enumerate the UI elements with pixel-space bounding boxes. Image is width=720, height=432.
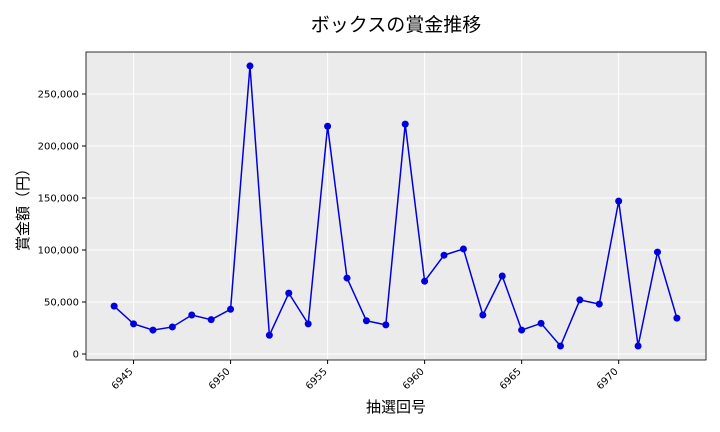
data-point (634, 342, 642, 350)
data-point (168, 323, 176, 331)
data-point (459, 245, 467, 253)
y-tick-label: 200,000 (38, 142, 79, 153)
data-point (110, 302, 118, 310)
data-point (227, 305, 235, 313)
y-tick-label: 100,000 (38, 245, 79, 256)
data-point (304, 320, 312, 328)
y-axis-label: 賞金額（円） (14, 161, 32, 251)
data-point (285, 289, 293, 297)
data-point (556, 342, 564, 350)
data-point (207, 316, 215, 324)
data-point (246, 62, 254, 70)
data-point (324, 122, 332, 130)
chart-title: ボックスの賞金推移 (311, 14, 481, 36)
x-tick-label: 6970 (595, 366, 621, 392)
y-tick-label: 0 (73, 349, 79, 360)
data-point (130, 320, 138, 328)
data-point (595, 300, 603, 308)
x-tick-label: 6960 (401, 366, 427, 392)
y-tick-label: 250,000 (38, 90, 79, 101)
x-tick-label: 6955 (304, 366, 330, 392)
y-tick-label: 50,000 (44, 297, 79, 308)
x-tick-label: 6965 (498, 366, 524, 392)
data-point (343, 274, 351, 282)
data-point (421, 277, 429, 285)
data-point (673, 314, 681, 322)
data-point (653, 248, 661, 256)
data-point (615, 197, 623, 205)
data-point (440, 251, 448, 259)
x-tick-label: 6950 (207, 366, 233, 392)
data-point (265, 331, 273, 339)
data-point (518, 326, 526, 334)
data-point (479, 311, 487, 319)
x-tick-label: 6945 (110, 366, 136, 392)
data-point (576, 296, 584, 304)
y-tick-label: 150,000 (38, 193, 79, 204)
data-point (401, 120, 409, 128)
plot-frame (85, 51, 707, 361)
x-axis-label: 抽選回号 (366, 398, 426, 416)
data-point (537, 319, 545, 327)
data-point (498, 272, 506, 280)
data-point (362, 317, 370, 325)
data-point (188, 311, 196, 319)
data-point (149, 326, 157, 334)
plot-area (86, 52, 706, 360)
data-point (382, 321, 390, 329)
